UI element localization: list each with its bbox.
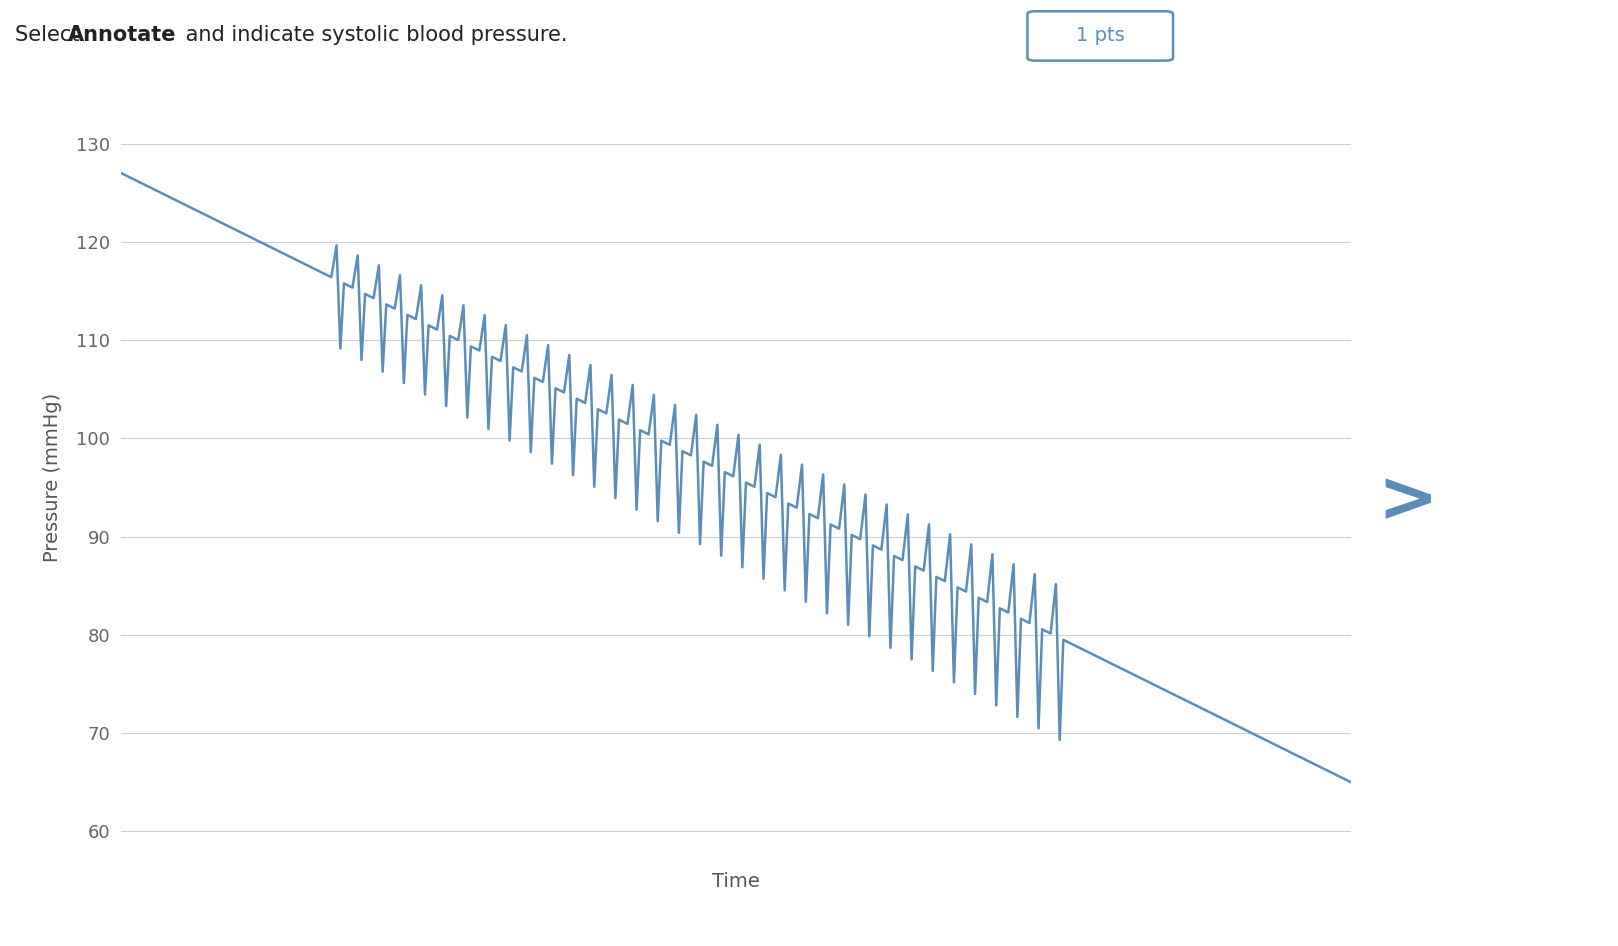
Text: >: > [1377, 467, 1438, 535]
Text: Select: Select [15, 26, 86, 45]
X-axis label: Time: Time [712, 872, 760, 891]
FancyBboxPatch shape [1027, 11, 1173, 61]
Y-axis label: Pressure (mmHg): Pressure (mmHg) [44, 394, 61, 562]
Text: 1 pts: 1 pts [1076, 26, 1125, 45]
Text: and indicate systolic blood pressure.: and indicate systolic blood pressure. [178, 26, 566, 45]
Text: Annotate: Annotate [68, 26, 176, 45]
